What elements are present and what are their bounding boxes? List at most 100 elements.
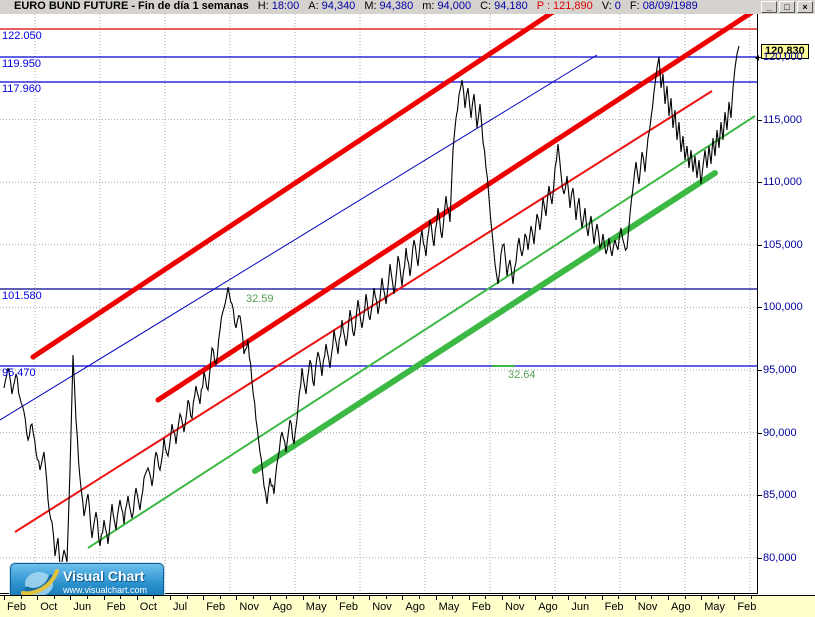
maximize-button[interactable]: □ (779, 1, 795, 13)
y-axis-tick (758, 432, 762, 434)
x-axis-month-label: Ago (671, 601, 691, 613)
x-axis-minor-tick (186, 596, 188, 599)
upper-channel-thick-red[interactable] (30, 14, 559, 360)
x-axis-month-label: Oct (40, 601, 58, 613)
x-axis-minor-tick (352, 596, 354, 599)
x-axis-tick (302, 596, 304, 600)
x-axis-tick (103, 596, 105, 600)
x-axis-tick (170, 596, 171, 600)
blue-diagonal[interactable] (0, 54, 598, 421)
x-axis-tick (136, 596, 138, 600)
x-axis-month-label: Oct (139, 601, 157, 613)
x-axis-month-label: Feb (471, 601, 491, 613)
x-axis-month-label: Jun (73, 601, 92, 613)
y-axis-label: 100,000 (763, 301, 803, 314)
level-label: 101.580 (2, 290, 42, 302)
thin-green[interactable] (87, 115, 756, 549)
x-axis-month-label: Feb (106, 601, 126, 613)
x-axis-minor-tick (385, 596, 387, 599)
x-axis-tick (435, 596, 437, 600)
price-axis[interactable]: 120,830 120,000 115,000 110,000 105,000 100,… (755, 14, 815, 594)
x-axis-minor-tick (485, 596, 487, 599)
mid-channel-thick-red[interactable] (155, 14, 757, 403)
x-axis-tick (70, 596, 72, 600)
x-axis-month-label: Feb (604, 601, 624, 613)
quote-field-m: M: 94,380 (364, 0, 414, 12)
x-axis-tick (601, 596, 603, 600)
x-axis-minor-tick (53, 596, 55, 599)
x-axis-month-label: Jun (571, 601, 590, 613)
x-axis-month-label: Ago (405, 601, 425, 613)
x-axis-tick (203, 596, 205, 600)
x-axis-minor-tick (684, 596, 686, 599)
x-axis-minor-tick (585, 596, 586, 599)
x-axis-minor-tick (618, 596, 620, 599)
x-axis-tick (369, 596, 371, 600)
x-axis-minor-tick (20, 596, 22, 599)
window-controls: _ □ × (761, 1, 813, 13)
y-axis-label: 115,000 (763, 113, 802, 126)
y-axis-label: 85,000 (763, 489, 797, 502)
quote-field-m: m: 94,000 (422, 0, 472, 12)
x-axis-minor-tick (551, 596, 553, 599)
x-axis-tick (734, 596, 736, 600)
x-axis-minor-tick (419, 596, 420, 599)
logo-title: Visual Chart (63, 568, 145, 584)
trendline-angle-label: 32.59 (246, 293, 274, 305)
x-axis-tick (701, 596, 703, 600)
y-axis-tick (758, 244, 762, 246)
quote-field-a: A: 94,340 (308, 0, 356, 12)
y-axis-tick (758, 119, 762, 121)
chart-plot-area[interactable]: 122.050 119.950 117.960 101.580 95.470 32.59… (0, 14, 758, 610)
x-axis-tick (4, 596, 5, 600)
quote-field-v: V: 0 (601, 0, 621, 12)
y-axis-tick (758, 495, 762, 497)
price-series (3, 45, 740, 573)
logo-url[interactable]: www.visualchart.com (63, 585, 148, 595)
y-axis-tick (758, 370, 762, 371)
y-axis-label: 95,000 (763, 364, 797, 376)
minimize-button[interactable]: _ (761, 1, 777, 13)
x-axis-minor-tick (751, 596, 752, 599)
x-axis-minor-tick (452, 596, 454, 599)
chart-title-bar: EURO BUND FUTURE - Fin de día 1 semanas H… (0, 0, 815, 15)
x-axis-month-label: Nov (239, 601, 259, 613)
x-axis-tick (535, 596, 537, 600)
x-axis-month-label: Ago (538, 601, 558, 613)
lower-thin-red[interactable] (14, 90, 713, 533)
level-label: 117.960 (2, 83, 41, 95)
x-axis-month-label: Feb (206, 601, 226, 613)
x-axis-minor-tick (219, 596, 221, 599)
y-axis-label: 120,000 (763, 51, 803, 63)
x-axis-month-label: Jul (173, 601, 188, 613)
level-label: 95.470 (2, 367, 36, 379)
quote-field-f: F: 08/09/1989 (629, 0, 698, 12)
y-axis-tick (758, 557, 762, 559)
x-axis-month-label: Ago (272, 601, 293, 613)
x-axis-tick (502, 596, 503, 600)
last-price-arrow-icon (755, 55, 759, 61)
quote-field-p: P :121,890 (536, 0, 593, 12)
visual-chart-swoosh-icon (21, 569, 59, 596)
x-axis-month-label: May (438, 601, 460, 613)
x-axis-tick (402, 596, 404, 600)
time-axis[interactable]: Feb Oct Jun Feb Oct Jul Feb Nov Ago May Feb Nov Ago M… (0, 595, 815, 617)
chart-canvas (0, 14, 757, 594)
x-axis-minor-tick (286, 596, 288, 599)
x-axis-month-label: May (305, 601, 327, 613)
x-axis-minor-tick (120, 596, 122, 599)
x-axis-month-label: Feb (339, 601, 358, 613)
x-axis-tick (568, 596, 570, 600)
close-button[interactable]: × (797, 1, 813, 13)
trendline-angle-label: 32.64 (508, 369, 536, 381)
level-label: 122.050 (2, 30, 42, 42)
y-axis-tick (758, 57, 762, 58)
thick-green[interactable] (252, 170, 718, 474)
x-axis-month-label: May (704, 601, 725, 613)
x-axis-month-label: Feb (7, 601, 26, 613)
x-axis-tick (668, 596, 669, 600)
x-axis-tick (236, 596, 238, 600)
y-axis-label: 105,000 (763, 238, 803, 251)
instrument-title: EURO BUND FUTURE - Fin de día 1 semanas (14, 0, 249, 12)
